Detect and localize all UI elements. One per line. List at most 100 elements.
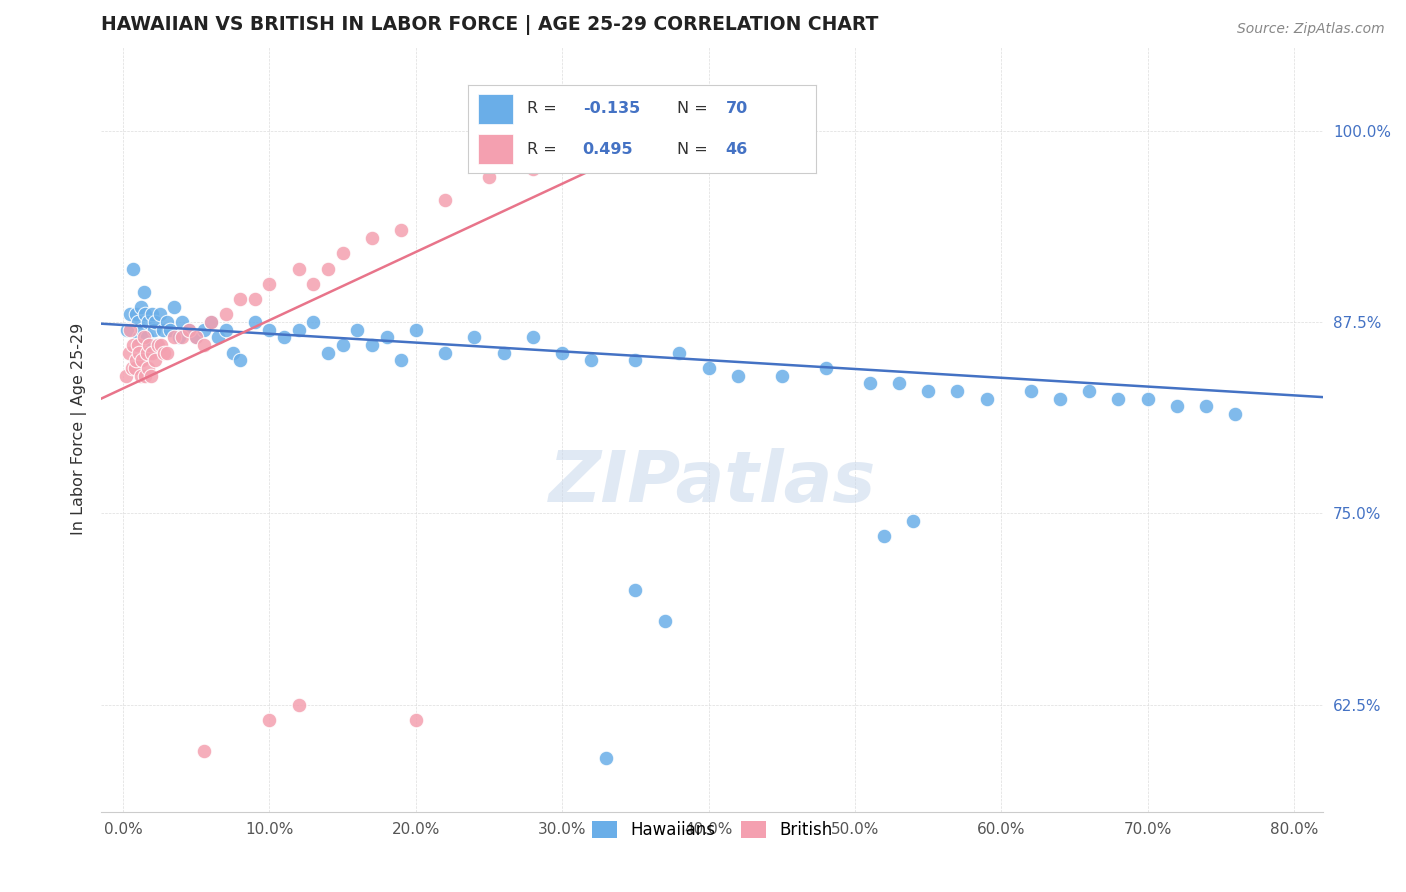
Point [142, 323, 165, 337]
Point [302, 277, 325, 291]
Point [316, 345, 339, 359]
Point [193, 323, 215, 337]
Point [302, 315, 325, 329]
Point [121, 361, 143, 376]
Point [148, 338, 170, 352]
Point [1136, 392, 1159, 406]
Point [581, 353, 603, 368]
Point [143, 315, 166, 329]
Point [1166, 400, 1188, 414]
Point [389, 353, 412, 368]
Point [170, 330, 193, 344]
Point [200, 315, 222, 329]
Point [434, 193, 457, 207]
Point [159, 323, 181, 337]
Point [946, 384, 969, 398]
Legend: Hawaiians, British: Hawaiians, British [585, 814, 839, 846]
Point [259, 713, 281, 727]
Point [207, 330, 229, 344]
Point [193, 744, 215, 758]
Point [463, 330, 485, 344]
Point [156, 345, 179, 359]
Point [156, 315, 179, 329]
Point [139, 338, 162, 352]
Point [152, 323, 174, 337]
Point [595, 751, 617, 765]
Point [522, 162, 544, 177]
Point [229, 292, 252, 306]
Point [229, 353, 252, 368]
Point [125, 308, 148, 322]
Point [814, 361, 837, 376]
Point [434, 345, 457, 359]
Point [654, 614, 676, 628]
Point [492, 345, 515, 359]
Point [214, 323, 236, 337]
Point [128, 330, 150, 344]
Point [200, 315, 222, 329]
Point [361, 338, 384, 352]
Point [139, 368, 162, 383]
Point [120, 323, 142, 337]
Point [1078, 384, 1101, 398]
Point [551, 345, 574, 359]
Point [316, 261, 339, 276]
Point [125, 353, 148, 368]
Point [120, 308, 142, 322]
Point [186, 330, 208, 344]
Text: ZIPatlas: ZIPatlas [548, 449, 876, 517]
Point [917, 384, 939, 398]
Point [193, 338, 215, 352]
Point [478, 169, 501, 184]
Point [135, 330, 157, 344]
Point [149, 308, 172, 322]
Point [163, 330, 186, 344]
Point [727, 368, 749, 383]
Point [873, 529, 896, 543]
Text: Source: ZipAtlas.com: Source: ZipAtlas.com [1237, 22, 1385, 37]
Point [522, 330, 544, 344]
Point [858, 376, 880, 391]
Point [214, 308, 236, 322]
Point [167, 330, 190, 344]
Point [259, 323, 281, 337]
Point [134, 368, 156, 383]
Point [375, 330, 398, 344]
Point [134, 308, 156, 322]
Point [287, 323, 309, 337]
Text: HAWAIIAN VS BRITISH IN LABOR FORCE | AGE 25-29 CORRELATION CHART: HAWAIIAN VS BRITISH IN LABOR FORCE | AGE… [101, 15, 879, 35]
Point [132, 285, 155, 299]
Point [115, 368, 138, 383]
Point [136, 361, 159, 376]
Point [170, 315, 193, 329]
Point [1225, 407, 1247, 421]
Point [287, 698, 309, 712]
Point [624, 582, 647, 597]
Point [222, 345, 245, 359]
Point [273, 330, 295, 344]
Point [127, 338, 149, 352]
Point [346, 323, 368, 337]
Point [405, 713, 427, 727]
Point [186, 330, 208, 344]
Y-axis label: In Labor Force | Age 25-29: In Labor Force | Age 25-29 [72, 323, 87, 535]
Point [122, 261, 145, 276]
Point [141, 345, 163, 359]
Point [150, 338, 173, 352]
Point [332, 246, 354, 260]
Point [1049, 392, 1071, 406]
Point [287, 261, 309, 276]
Point [129, 368, 152, 383]
Point [595, 146, 617, 161]
Point [259, 277, 281, 291]
Point [332, 338, 354, 352]
Point [243, 292, 266, 306]
Point [551, 154, 574, 169]
Point [887, 376, 910, 391]
Point [138, 345, 160, 359]
Point [129, 300, 152, 314]
Point [770, 368, 793, 383]
Point [131, 353, 153, 368]
Point [143, 353, 166, 368]
Point [581, 139, 603, 153]
